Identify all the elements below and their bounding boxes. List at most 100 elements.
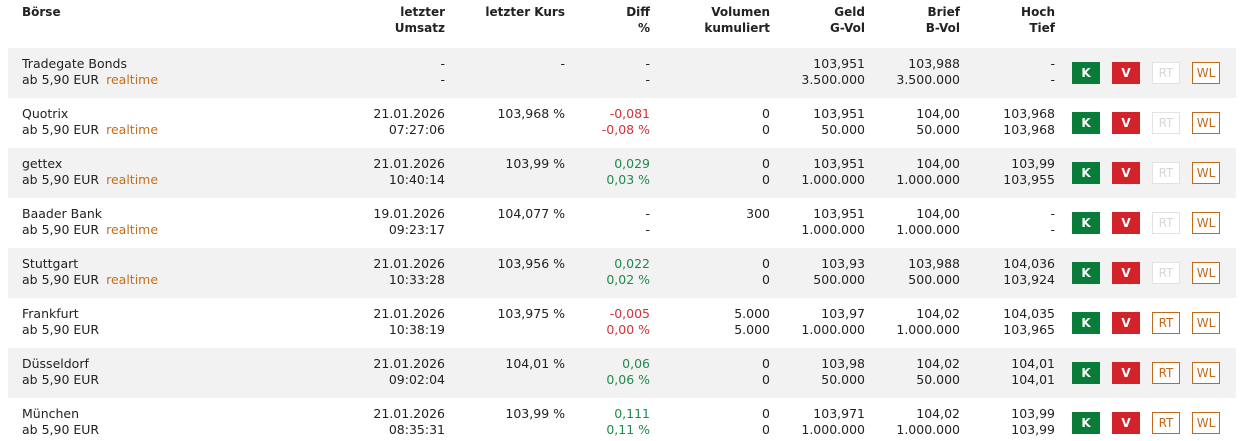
action-button: RT — [1152, 62, 1180, 84]
cell: - — [645, 56, 650, 71]
cell: 104,01 — [1011, 372, 1055, 387]
row-background — [8, 348, 1236, 398]
column-header: Brief — [927, 5, 960, 19]
cell: 10:38:19 — [388, 322, 445, 337]
action-button[interactable]: K — [1072, 412, 1100, 434]
exchange-name: Quotrix — [22, 106, 69, 121]
exchange-name: Frankfurt — [22, 306, 79, 321]
column-header: Geld — [834, 5, 865, 19]
action-button[interactable]: K — [1072, 312, 1100, 334]
action-button[interactable]: V — [1112, 412, 1140, 434]
cell: - — [1050, 56, 1055, 71]
column-header: Umsatz — [394, 21, 445, 35]
cell: 0 — [762, 122, 770, 137]
cell: 104,077 % — [497, 206, 565, 221]
cell: -0,081 — [609, 106, 650, 121]
cell: 10:40:14 — [388, 172, 445, 187]
cell: 07:27:06 — [388, 122, 445, 137]
cell: 500.000 — [813, 272, 865, 287]
column-header: Volumen — [711, 5, 770, 19]
cell: 1.000.000 — [896, 422, 960, 437]
action-button[interactable]: V — [1112, 362, 1140, 384]
cell: 21.01.2026 — [373, 256, 445, 271]
exchange-name: gettex — [22, 156, 63, 171]
action-button[interactable]: WL — [1192, 362, 1220, 384]
cell: 09:23:17 — [388, 222, 445, 237]
cell: 0,06 % — [606, 372, 650, 387]
fee: ab 5,90 EUR realtime — [22, 272, 159, 287]
action-button[interactable]: K — [1072, 212, 1100, 234]
cell: 0 — [762, 172, 770, 187]
action-button[interactable]: V — [1112, 112, 1140, 134]
action-button[interactable]: K — [1072, 62, 1100, 84]
cell: 21.01.2026 — [373, 106, 445, 121]
action-button: RT — [1152, 112, 1180, 134]
cell: 103,97 — [821, 306, 865, 321]
action-button[interactable]: WL — [1192, 212, 1220, 234]
action-button[interactable]: K — [1072, 262, 1100, 284]
cell: 104,02 — [916, 356, 960, 371]
cell: -0,08 % — [601, 122, 650, 137]
cell: 300 — [746, 206, 770, 221]
cell: 0 — [762, 272, 770, 287]
action-button[interactable]: V — [1112, 262, 1140, 284]
cell: 0 — [762, 406, 770, 421]
action-button[interactable]: V — [1112, 162, 1140, 184]
cell: 103,971 — [813, 406, 865, 421]
action-button[interactable]: WL — [1192, 162, 1220, 184]
cell: 0,022 — [614, 256, 650, 271]
cell: 104,01 % — [505, 356, 565, 371]
cell: 0 — [762, 356, 770, 371]
action-button[interactable]: K — [1072, 112, 1100, 134]
cell: 0,02 % — [606, 272, 650, 287]
realtime-label: realtime — [106, 222, 159, 237]
cell: 09:02:04 — [388, 372, 445, 387]
cell: 103,955 — [1003, 172, 1055, 187]
row-background — [8, 48, 1236, 98]
exchange-name: München — [22, 406, 80, 421]
action-button[interactable]: V — [1112, 212, 1140, 234]
cell: 21.01.2026 — [373, 406, 445, 421]
cell: 103,975 % — [497, 306, 565, 321]
cell: 103,99 — [1011, 156, 1055, 171]
cell: - — [560, 56, 565, 71]
cell: 103,951 — [813, 106, 865, 121]
action-button[interactable]: V — [1112, 312, 1140, 334]
column-header: Tief — [1029, 21, 1055, 35]
cell: 103,988 — [908, 56, 960, 71]
action-button[interactable]: K — [1072, 362, 1100, 384]
action-button[interactable]: RT — [1152, 412, 1180, 434]
cell: 21.01.2026 — [373, 156, 445, 171]
action-button[interactable]: WL — [1192, 112, 1220, 134]
fee: ab 5,90 EUR realtime — [22, 222, 159, 237]
fee: ab 5,90 EUR realtime — [22, 172, 159, 187]
action-button[interactable]: WL — [1192, 312, 1220, 334]
cell: 0 — [762, 156, 770, 171]
action-button[interactable]: K — [1072, 162, 1100, 184]
column-header: % — [637, 21, 650, 35]
action-button[interactable]: RT — [1152, 362, 1180, 384]
action-button[interactable]: WL — [1192, 262, 1220, 284]
action-button[interactable]: V — [1112, 62, 1140, 84]
column-header: letzter — [400, 5, 445, 19]
cell: - — [1050, 72, 1055, 87]
cell: - — [440, 56, 445, 71]
cell: 0,00 % — [606, 322, 650, 337]
action-button[interactable]: WL — [1192, 62, 1220, 84]
realtime-label: realtime — [106, 172, 159, 187]
fee: ab 5,90 EUR — [22, 422, 100, 437]
cell: 0 — [762, 256, 770, 271]
cell: 21.01.2026 — [373, 356, 445, 371]
action-button: RT — [1152, 162, 1180, 184]
exchange-name: Düsseldorf — [22, 356, 89, 371]
column-header: Hoch — [1021, 5, 1055, 19]
cell: 103,965 — [1003, 322, 1055, 337]
column-header: Diff — [626, 5, 650, 19]
cell: 0 — [762, 106, 770, 121]
column-header: letzter Kurs — [485, 5, 565, 19]
cell: 103,951 — [813, 206, 865, 221]
action-button[interactable]: RT — [1152, 312, 1180, 334]
action-button[interactable]: WL — [1192, 412, 1220, 434]
cell: 103,99 % — [505, 156, 565, 171]
